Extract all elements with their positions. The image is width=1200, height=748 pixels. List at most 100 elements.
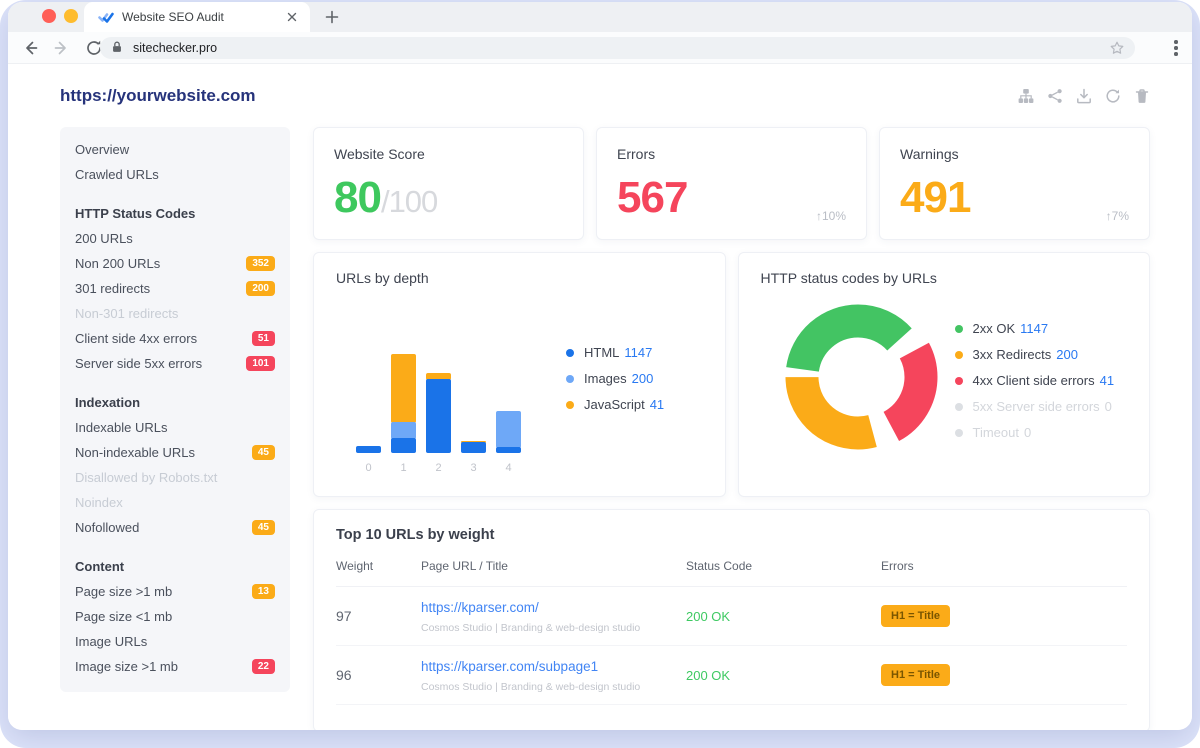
legend-item-images[interactable]: Images 200 (566, 371, 664, 386)
audited-site-url: https://yourwebsite.com (60, 86, 256, 105)
bar-chart-legend: HTML 1147 Images 200 JavaScript 41 (566, 345, 664, 423)
score-denominator: /100 (380, 184, 438, 219)
donut-slice-2xx-ok[interactable] (785, 304, 930, 450)
error-badge[interactable]: H1 = Title (881, 605, 951, 627)
sidebar-item-image-size-gt-1mb[interactable]: Image size >1 mb 22 (60, 654, 290, 679)
sidebar-item-non-301-redirects: Non-301 redirects (75, 306, 179, 321)
sidebar-item-non-200-urls[interactable]: Non 200 URLs 352 (60, 251, 290, 276)
sidebar-item-disallowed-robots: Disallowed by Robots.txt (75, 470, 218, 485)
bar-depth-1[interactable] (391, 354, 416, 453)
refresh-icon[interactable] (1105, 88, 1121, 104)
sidebar-item-crawled-urls[interactable]: Crawled URLs (75, 167, 159, 182)
col-status-code: Status Code (686, 559, 753, 573)
trash-icon[interactable] (1134, 88, 1150, 104)
sidebar-section-content: Content (75, 559, 125, 574)
sidebar-item-image-urls[interactable]: Image URLs (75, 634, 148, 649)
sidebar-item-page-size-lt-1mb[interactable]: Page size <1 mb (75, 609, 173, 624)
bar-segment-html (426, 379, 451, 453)
forward-button[interactable] (52, 38, 72, 58)
back-button[interactable] (20, 38, 40, 58)
col-weight: Weight (336, 559, 374, 573)
bar-segment-images (391, 422, 416, 439)
download-icon[interactable] (1076, 88, 1092, 104)
seo-audit-page: https://yourwebsite.com Overview Crawled (8, 64, 1192, 730)
page-url-link[interactable]: https://kparser.com/subpage1 (421, 658, 599, 674)
report-sidebar: Overview Crawled URLs HTTP Status Codes … (60, 127, 290, 692)
donut-chart-legend: 2xx OK 1147 3xx Redirects 200 4xx Client sid… (954, 321, 1115, 451)
x-axis-label: 4 (505, 462, 512, 474)
donut-chart (785, 304, 937, 450)
legend-dot (566, 374, 574, 383)
bar-depth-4[interactable] (496, 411, 521, 453)
legend-item-3xx-redirects[interactable]: 3xx Redirects 200 (954, 347, 1115, 362)
count-badge: 22 (251, 659, 275, 674)
minimize-window-button[interactable] (64, 9, 78, 23)
legend-item-timeout[interactable]: Timeout 0 (954, 425, 1115, 440)
legend-dot (954, 324, 963, 333)
status-code-value: 200 OK (686, 667, 731, 683)
bar-chart-ticks: 0 1 2 3 4 (356, 462, 521, 474)
sidebar-item-non-indexable-urls[interactable]: Non-indexable URLs 45 (60, 440, 290, 465)
legend-value: 41 (649, 397, 665, 412)
stat-title: Warnings (900, 146, 959, 162)
sidebar-item-overview[interactable]: Overview (75, 142, 130, 157)
bar-depth-3[interactable] (461, 441, 486, 453)
legend-item-html[interactable]: HTML 1147 (566, 345, 664, 360)
legend-item-2xx-ok[interactable]: 2xx OK 1147 (954, 321, 1115, 336)
legend-item-javascript[interactable]: JavaScript 41 (566, 397, 664, 412)
legend-value: 1147 (624, 345, 653, 360)
legend-item-4xx-client-side-errors[interactable]: 4xx Client side errors 41 (954, 373, 1114, 388)
reload-button[interactable] (84, 38, 104, 58)
count-badge: 45 (251, 445, 275, 460)
bar-segment-html (356, 446, 381, 453)
sidebar-item-200-urls[interactable]: 200 URLs (75, 231, 133, 246)
sidebar-item-5xx-errors[interactable]: Server side 5xx errors 101 (60, 351, 290, 376)
donut-slice-3xx-redirects[interactable] (785, 304, 930, 450)
status-code-value: 200 OK (686, 608, 731, 624)
bar-depth-0[interactable] (356, 446, 381, 453)
bar-segment-html (496, 447, 521, 453)
warnings-value: 491 (900, 173, 971, 222)
share-icon[interactable] (1047, 88, 1063, 104)
sidebar-item-4xx-errors[interactable]: Client side 4xx errors 51 (60, 326, 290, 351)
tab-title: Website SEO Audit (122, 10, 224, 24)
page-title-subtext: Cosmos Studio | Branding & web-design st… (421, 680, 641, 693)
page-url-link[interactable]: https://kparser.com/ (421, 599, 539, 615)
table-header: Weight Page URL / Title Status Code Erro… (336, 559, 1127, 587)
count-badge: 352 (246, 256, 275, 271)
sidebar-item-nofollowed[interactable]: Nofollowed 45 (60, 515, 290, 540)
chart-title: URLs by depth (336, 270, 429, 286)
errors-card: Errors 567 ↑10% (596, 127, 867, 240)
error-badge[interactable]: H1 = Title (881, 664, 951, 686)
browser-tab[interactable]: Website SEO Audit (84, 2, 310, 32)
close-window-button[interactable] (42, 9, 56, 23)
website-score-card: Website Score 80/100 (313, 127, 584, 240)
legend-dot (566, 348, 574, 357)
legend-item-5xx-server-side-errors[interactable]: 5xx Server side errors 0 (954, 399, 1115, 414)
bar-depth-2[interactable] (426, 373, 451, 453)
legend-value: 1147 (1020, 321, 1049, 336)
new-tab-button[interactable] (322, 7, 342, 27)
sidebar-item-301-redirects[interactable]: 301 redirects 200 (60, 276, 290, 301)
sitemap-icon[interactable] (1018, 88, 1034, 104)
close-tab-icon[interactable] (284, 9, 300, 25)
legend-dot (954, 402, 963, 411)
warnings-trend: ↑7% (1105, 209, 1129, 223)
lock-icon (110, 40, 126, 56)
stat-cards: Website Score 80/100 Errors 567 ↑10% War… (313, 127, 1150, 240)
sidebar-item-indexable-urls[interactable]: Indexable URLs (75, 420, 168, 435)
legend-value: 0 (1023, 425, 1032, 440)
donut-slice-4xx-client-side-errors[interactable] (792, 304, 937, 450)
http-status-donut-card: HTTP status codes by URLs 2xx OK 1147 3xx … (737, 252, 1150, 497)
bar-segment-html (391, 438, 416, 453)
col-errors: Errors (881, 559, 914, 573)
weight-value: 96 (336, 667, 352, 683)
browser-menu-icon[interactable] (1174, 40, 1178, 58)
col-page-url: Page URL / Title (421, 559, 508, 573)
address-bar[interactable]: sitechecker.pro (100, 37, 1135, 59)
sidebar-item-page-size-gt-1mb[interactable]: Page size >1 mb 13 (60, 579, 290, 604)
browser-tabstrip: Website SEO Audit (8, 2, 1192, 32)
weight-value: 97 (336, 608, 352, 624)
x-axis-label: 1 (400, 462, 407, 474)
bookmark-star-icon[interactable] (1109, 40, 1125, 56)
